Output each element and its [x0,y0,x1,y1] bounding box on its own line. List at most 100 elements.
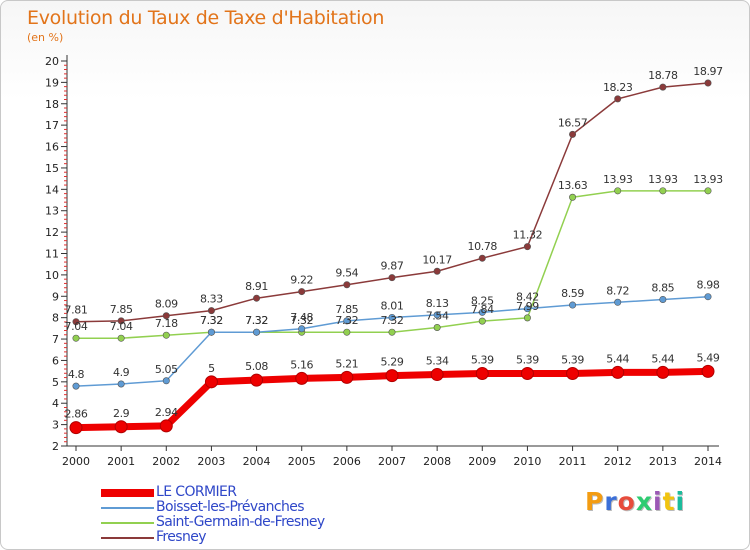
data-point [204,375,218,389]
data-point [433,311,441,319]
legend-label: Fresney [156,529,207,545]
x-tick-label: 2009 [468,455,496,468]
y-tick-label: 9 [52,290,59,303]
data-label: 5.44 [606,352,629,365]
data-point [569,193,577,201]
chart-title: Evolution du Taux de Taxe d'Habitation [27,7,385,29]
logo-letter: r [604,487,618,516]
x-tick-label: 2013 [649,455,677,468]
legend-swatch [101,537,154,539]
data-label: 13.93 [693,173,723,186]
x-tick-label: 2011 [559,455,587,468]
y-tick-label: 5 [52,376,59,389]
data-point [117,317,125,325]
data-point [253,294,261,302]
data-label: 7.18 [155,317,178,330]
y-tick-label: 14 [45,183,59,196]
data-label: 7.85 [335,303,358,316]
data-point [478,317,486,325]
x-tick-label: 2007 [378,455,406,468]
logo-letter: P [585,487,605,516]
y-tick-label: 13 [45,205,59,218]
data-label: 2.94 [155,406,178,419]
legend-label: Saint-Germain-de-Fresney [156,514,325,530]
data-label: 8.33 [200,293,223,306]
data-point [656,365,670,379]
data-point [72,318,80,326]
data-label: 7.32 [200,314,223,327]
data-point [343,328,351,336]
data-label: 9.87 [381,260,404,273]
data-point [433,267,441,275]
x-tick-label: 2010 [513,455,541,468]
data-point [340,370,354,384]
data-label: 2.86 [65,408,88,421]
data-label: 7.32 [245,314,268,327]
y-tick-label: 20 [45,55,59,68]
data-label: 7.04 [65,320,88,333]
data-point [566,366,580,380]
data-label: 5.39 [561,353,584,366]
data-label: 5.34 [426,355,449,368]
data-label: 7.54 [426,310,449,323]
logo-letter: o [617,487,636,516]
data-point [569,130,577,138]
axes: 2 3 4 5 6 7 8 9 10 11 12 13 14 15 16 17 18 19 20 2000 2001 20… [45,55,722,468]
y-tick-label: 10 [45,269,59,282]
data-label: 5.44 [651,352,674,365]
y-tick-label: 11 [45,248,59,261]
data-point [704,293,712,301]
data-point [388,313,396,321]
data-label: 4.8 [68,368,85,381]
data-point [385,369,399,383]
logo-letter: i [675,487,686,516]
data-label: 7.32 [245,314,268,327]
data-label: 18.78 [648,69,678,82]
data-point [611,365,625,379]
data-point [523,305,531,313]
data-point [343,281,351,289]
data-label: 5.49 [697,351,720,364]
data-label: 13.93 [648,173,678,186]
legend-swatch [101,522,154,524]
data-label: 7.32 [290,314,313,327]
data-point [569,301,577,309]
data-label: 16.57 [558,116,588,129]
data-label: 5.08 [245,360,268,373]
data-labels: 7.81 7.85 8.09 8.33 8.91 9.22 9.54 9.87 10.17 10.… [65,65,724,421]
data-label: 8.13 [426,297,449,310]
logo-letter: i [653,487,663,516]
x-tick-label: 2004 [243,455,271,468]
data-point [295,371,309,385]
data-point [388,328,396,336]
data-point [69,421,83,435]
y-tick-label: 18 [45,98,59,111]
data-point [478,308,486,316]
x-tick-label: 2000 [62,455,90,468]
data-label: 5.39 [471,353,494,366]
data-label: 4.9 [113,366,130,379]
data-label: 13.93 [603,173,633,186]
data-point [114,420,128,434]
logo-letter: t [662,487,676,516]
data-point [159,419,173,433]
data-point [523,314,531,322]
data-label: 8.91 [245,280,268,293]
data-label: 8.85 [651,281,674,294]
data-label: 7.99 [516,300,539,313]
data-label: 9.22 [290,274,313,287]
data-label: 5.16 [290,358,313,371]
data-label: 7.85 [110,303,133,316]
data-label: 8.72 [606,284,629,297]
data-label: 7.04 [110,320,133,333]
x-tick-label: 2008 [423,455,451,468]
data-label: 2.9 [113,407,130,420]
data-point [117,380,125,388]
y-tick-label: 7 [52,333,59,346]
data-label: 5.21 [335,357,358,370]
data-label: 7.84 [471,303,494,316]
data-point [207,307,215,315]
data-point [523,243,531,251]
data-point [253,328,261,336]
